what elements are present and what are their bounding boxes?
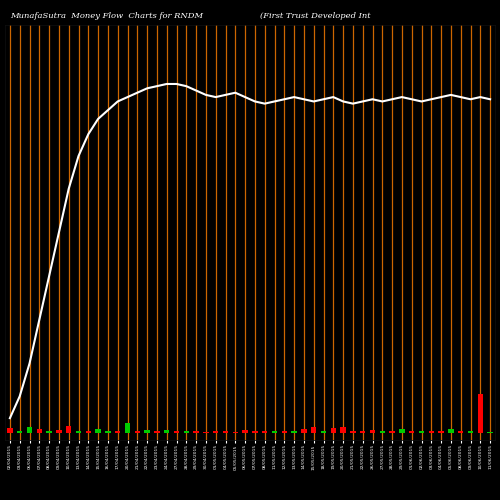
Bar [223,432,228,434]
Bar [96,429,101,434]
Bar [340,427,346,434]
Bar [252,431,258,434]
Bar [144,430,150,434]
Bar [448,429,454,434]
Bar [458,432,464,434]
Bar [262,432,268,434]
Bar [468,431,473,434]
Bar [232,432,238,434]
Bar [282,432,287,434]
Bar [66,426,71,434]
Bar [27,427,32,434]
Bar [105,432,110,434]
Bar [7,428,12,434]
Bar [478,394,483,434]
Bar [174,432,179,434]
Bar [154,432,160,434]
Text: (First Trust Developed Int: (First Trust Developed Int [260,12,370,20]
Bar [330,428,336,434]
Bar [321,432,326,434]
Bar [292,431,297,434]
Bar [311,427,316,434]
Bar [380,432,385,434]
Bar [46,431,52,434]
Bar [184,431,189,434]
Bar [164,430,170,434]
Bar [399,429,404,434]
Bar [419,431,424,434]
Text: MunafaSutra  Money Flow  Charts for RNDM: MunafaSutra Money Flow Charts for RNDM [10,12,203,20]
Bar [242,430,248,434]
Bar [272,431,277,434]
Bar [194,432,199,434]
Bar [350,431,356,434]
Bar [134,432,140,434]
Bar [390,431,395,434]
Bar [86,431,91,434]
Bar [438,431,444,434]
Bar [115,431,120,434]
Bar [36,429,42,434]
Bar [488,432,493,434]
Bar [428,432,434,434]
Bar [125,422,130,434]
Bar [203,432,208,434]
Bar [409,432,414,434]
Bar [76,432,81,434]
Bar [370,430,375,434]
Bar [56,430,62,434]
Bar [213,431,218,434]
Bar [17,432,22,434]
Bar [360,432,366,434]
Bar [301,429,306,434]
